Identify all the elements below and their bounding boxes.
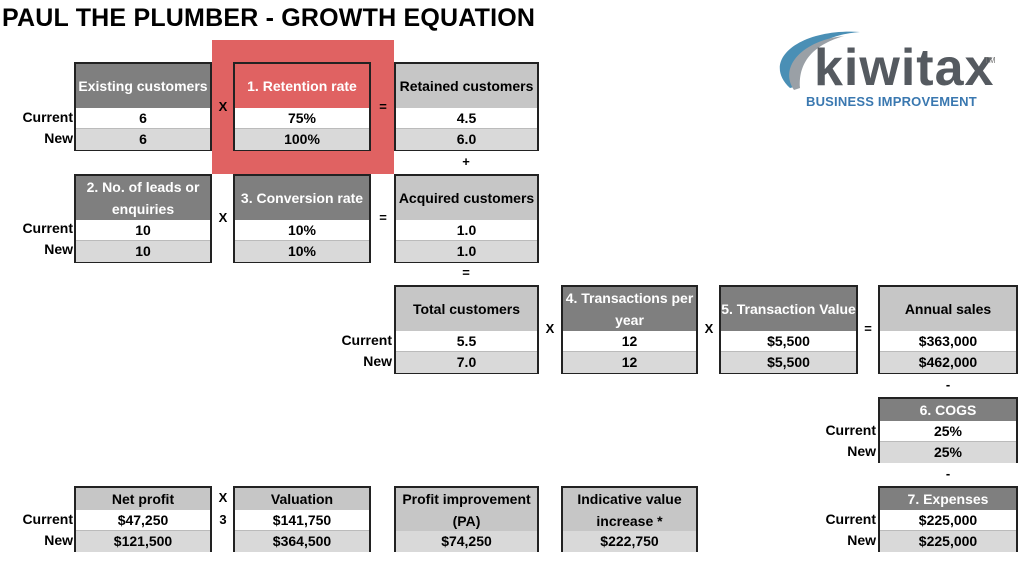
value-current: $5,500: [721, 331, 856, 352]
value-current: $141,750: [235, 510, 369, 531]
row-label-current: Current: [825, 422, 876, 438]
operator-times: X: [545, 321, 555, 336]
box-header: 4. Transactions per year: [563, 287, 696, 331]
row-label-current: Current: [825, 511, 876, 527]
row-label-new: New: [363, 353, 392, 369]
box-header: Profit improvement (PA): [396, 488, 537, 531]
value-current: 5.5: [396, 331, 537, 352]
row-label-new: New: [847, 532, 876, 548]
value-new: 10%: [235, 241, 369, 262]
box-header: 5. Transaction Value: [721, 287, 856, 331]
value: $74,250: [396, 531, 537, 552]
operator-plus: +: [462, 154, 470, 169]
conversion-rate-box: 3. Conversion rate 10% 10%: [233, 174, 371, 263]
row-label-current: Current: [22, 109, 73, 125]
box-header: Valuation: [235, 488, 369, 510]
value-current: 12: [563, 331, 696, 352]
box-header: 2. No. of leads or enquiries: [76, 176, 210, 220]
box-header: Existing customers: [76, 64, 210, 108]
row-label-new: New: [847, 443, 876, 459]
value-new: 6.0: [396, 129, 537, 150]
profit-improvement-box: Profit improvement (PA) $74,250: [394, 486, 539, 552]
box-header: 1. Retention rate: [235, 64, 369, 108]
value-new: 1.0: [396, 241, 537, 262]
value-current: 10: [76, 220, 210, 241]
value-current: 6: [76, 108, 210, 129]
value-current: 10%: [235, 220, 369, 241]
valuation-box: Valuation $141,750 $364,500: [233, 486, 371, 552]
value-current: 1.0: [396, 220, 537, 241]
transaction-value-box: 5. Transaction Value $5,500 $5,500: [719, 285, 858, 374]
cogs-box: 6. COGS 25% 25%: [878, 397, 1018, 463]
box-header: Indicative value increase *: [563, 488, 696, 531]
logo-trademark: TM: [984, 56, 996, 65]
indicative-value-box: Indicative value increase * $222,750: [561, 486, 698, 552]
operator-equals: =: [379, 210, 387, 225]
value-current: $225,000: [880, 510, 1016, 531]
multiplier-value: 3: [219, 512, 227, 527]
operator-times: X: [704, 321, 714, 336]
row-label-current: Current: [341, 332, 392, 348]
value-new: $121,500: [76, 531, 210, 552]
acquired-customers-box: Acquired customers 1.0 1.0: [394, 174, 539, 263]
value-new: $5,500: [721, 352, 856, 373]
operator-minus: -: [945, 466, 951, 481]
box-header: Retained customers: [396, 64, 537, 108]
value-current: $363,000: [880, 331, 1016, 352]
kiwitax-logo: kiwitax TM BUSINESS IMPROVEMENT: [760, 20, 1000, 115]
leads-box: 2. No. of leads or enquiries 10 10: [74, 174, 212, 263]
value-new: 6: [76, 129, 210, 150]
box-header: Annual sales: [880, 287, 1016, 331]
retention-rate-box: 1. Retention rate 75% 100%: [233, 62, 371, 151]
row-label-current: Current: [22, 511, 73, 527]
row-label-new: New: [44, 130, 73, 146]
total-customers-box: Total customers 5.5 7.0: [394, 285, 539, 374]
value-new: 7.0: [396, 352, 537, 373]
value-current: 4.5: [396, 108, 537, 129]
retained-customers-box: Retained customers 4.5 6.0: [394, 62, 539, 151]
value-new: $364,500: [235, 531, 369, 552]
operator-equals: =: [379, 99, 387, 114]
value-current: $47,250: [76, 510, 210, 531]
logo-swoosh-icon: [779, 31, 860, 90]
value-current: 25%: [880, 421, 1016, 442]
operator-times: X: [218, 210, 228, 225]
value-new: $462,000: [880, 352, 1016, 373]
operator-equals: =: [864, 321, 872, 336]
box-header: 7. Expenses: [880, 488, 1016, 510]
box-header: 3. Conversion rate: [235, 176, 369, 220]
operator-times: X: [218, 490, 228, 505]
value-current: 75%: [235, 108, 369, 129]
row-label-new: New: [44, 532, 73, 548]
operator-equals: =: [462, 265, 470, 280]
value-new: $225,000: [880, 531, 1016, 552]
box-header: 6. COGS: [880, 399, 1016, 421]
operator-times: X: [218, 99, 228, 114]
box-header: Acquired customers: [396, 176, 537, 220]
box-header: Total customers: [396, 287, 537, 331]
page-title: PAUL THE PLUMBER - GROWTH EQUATION: [2, 4, 536, 32]
logo-wordmark: kiwitax: [814, 39, 995, 97]
value-new: 10: [76, 241, 210, 262]
box-header: Net profit: [76, 488, 210, 510]
operator-minus: -: [945, 377, 951, 392]
value-new: 25%: [880, 442, 1016, 463]
value-new: 12: [563, 352, 696, 373]
annual-sales-box: Annual sales $363,000 $462,000: [878, 285, 1018, 374]
net-profit-box: Net profit $47,250 $121,500: [74, 486, 212, 552]
transactions-box: 4. Transactions per year 12 12: [561, 285, 698, 374]
expenses-box: 7. Expenses $225,000 $225,000: [878, 486, 1018, 552]
row-label-new: New: [44, 241, 73, 257]
logo-tagline: BUSINESS IMPROVEMENT: [806, 94, 977, 109]
value-new: 100%: [235, 129, 369, 150]
existing-customers-box: Existing customers 6 6: [74, 62, 212, 151]
value: $222,750: [563, 531, 696, 552]
row-label-current: Current: [22, 220, 73, 236]
